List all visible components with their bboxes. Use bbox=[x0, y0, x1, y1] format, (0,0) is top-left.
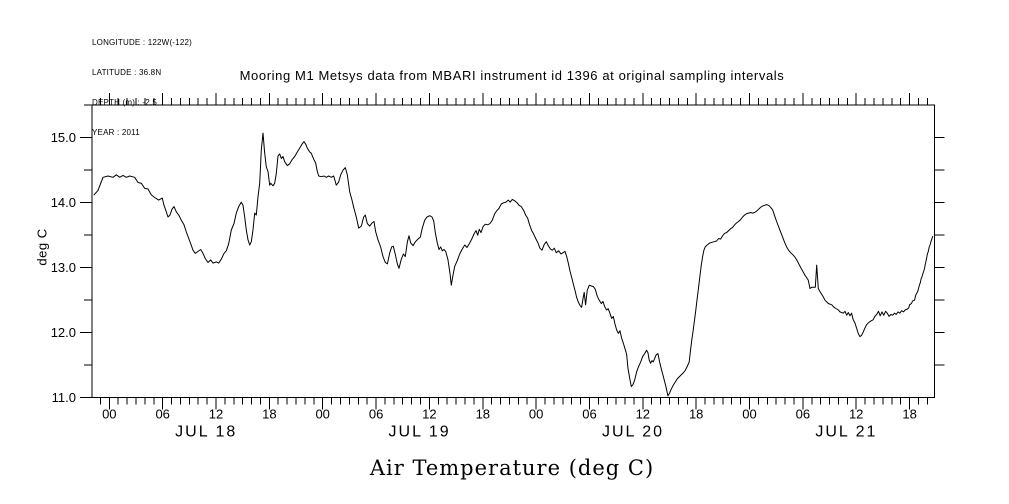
y-tick-label: 15.0 bbox=[51, 130, 76, 145]
x-tick-label: 00 bbox=[742, 407, 756, 422]
x-day-label: JUL 21 bbox=[815, 424, 877, 441]
x-tick-label: 12 bbox=[209, 407, 223, 422]
x-tick-label: 06 bbox=[369, 407, 383, 422]
x-tick-label: 18 bbox=[902, 407, 916, 422]
x-axis-main-title: Air Temperature (deg C) bbox=[369, 456, 655, 480]
x-tick-label: 06 bbox=[796, 407, 810, 422]
x-tick-label: 06 bbox=[155, 407, 169, 422]
x-tick-label: 00 bbox=[529, 407, 543, 422]
metadata-block: LONGITUDE : 122W(-122) LATITUDE : 36.8N … bbox=[92, 18, 192, 158]
temperature-line bbox=[93, 132, 934, 397]
x-tick-label: 12 bbox=[636, 407, 650, 422]
x-tick-label: 12 bbox=[422, 407, 436, 422]
y-tick-label: 12.0 bbox=[51, 325, 76, 340]
metadata-latitude: LATITUDE : 36.8N bbox=[92, 68, 162, 77]
plot-title: Mooring M1 Metsys data from MBARI instru… bbox=[239, 68, 785, 83]
x-day-label: JUL 19 bbox=[389, 424, 451, 441]
metadata-depth: DEPTH (m) : -2.5 bbox=[92, 98, 157, 107]
x-day-label: JUL 18 bbox=[175, 424, 237, 441]
y-tick-label: 14.0 bbox=[51, 195, 76, 210]
x-tick-label: 18 bbox=[476, 407, 490, 422]
plot-frame bbox=[91, 104, 935, 399]
x-tick-label: 18 bbox=[689, 407, 703, 422]
x-tick-label: 06 bbox=[582, 407, 596, 422]
x-tick-label: 18 bbox=[262, 407, 276, 422]
x-tick-label: 00 bbox=[102, 407, 116, 422]
metadata-year: YEAR : 2011 bbox=[92, 128, 140, 137]
x-tick-label: 00 bbox=[315, 407, 329, 422]
metadata-longitude: LONGITUDE : 122W(-122) bbox=[92, 38, 192, 47]
x-day-label: JUL 20 bbox=[602, 424, 664, 441]
y-tick-label: 11.0 bbox=[52, 390, 76, 405]
x-tick-label: 12 bbox=[849, 407, 863, 422]
y-tick-label: 13.0 bbox=[51, 260, 76, 275]
